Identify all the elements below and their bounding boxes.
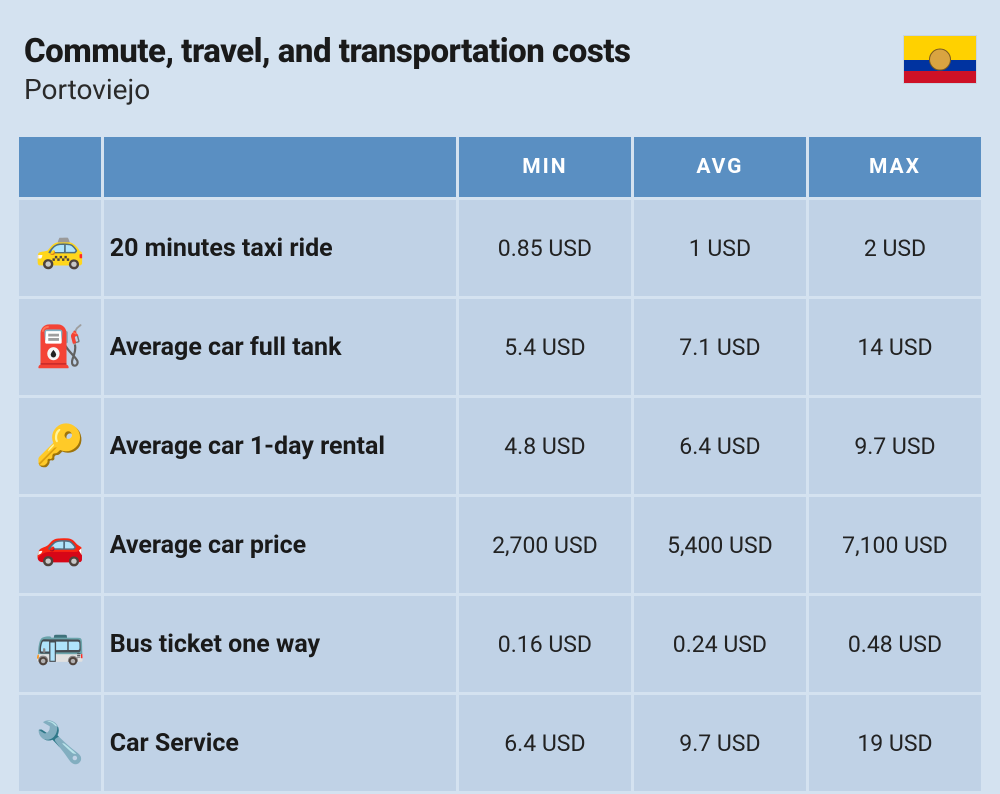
row-max: 0.48 USD xyxy=(809,596,981,692)
row-min: 2,700 USD xyxy=(459,497,631,593)
row-avg: 6.4 USD xyxy=(634,398,806,494)
col-max: MAX xyxy=(809,137,981,197)
table-row: 🚕 20 minutes taxi ride 0.85 USD 1 USD 2 … xyxy=(19,200,981,296)
row-label: Car Service xyxy=(104,695,456,791)
flag-icon xyxy=(904,36,976,83)
costs-table: MIN AVG MAX 🚕 20 minutes taxi ride 0.85 … xyxy=(16,134,984,794)
table-row: 🔑 Average car 1-day rental 4.8 USD 6.4 U… xyxy=(19,398,981,494)
row-max: 19 USD xyxy=(809,695,981,791)
page-container: Commute, travel, and transportation cost… xyxy=(0,0,1000,794)
row-max: 2 USD xyxy=(809,200,981,296)
table-row: ⛽ Average car full tank 5.4 USD 7.1 USD … xyxy=(19,299,981,395)
table-row: 🚌 Bus ticket one way 0.16 USD 0.24 USD 0… xyxy=(19,596,981,692)
header: Commute, travel, and transportation cost… xyxy=(16,32,984,106)
row-icon: 🚌 xyxy=(19,596,101,692)
row-avg: 0.24 USD xyxy=(634,596,806,692)
row-max: 14 USD xyxy=(809,299,981,395)
col-blank-icon xyxy=(19,137,101,197)
row-label: 20 minutes taxi ride xyxy=(104,200,456,296)
row-min: 0.85 USD xyxy=(459,200,631,296)
row-max: 7,100 USD xyxy=(809,497,981,593)
row-avg: 1 USD xyxy=(634,200,806,296)
row-min: 5.4 USD xyxy=(459,299,631,395)
col-min: MIN xyxy=(459,137,631,197)
row-icon: 🔧 xyxy=(19,695,101,791)
col-blank-label xyxy=(104,137,456,197)
table-header-row: MIN AVG MAX xyxy=(19,137,981,197)
row-icon: ⛽ xyxy=(19,299,101,395)
row-label: Average car price xyxy=(104,497,456,593)
row-avg: 5,400 USD xyxy=(634,497,806,593)
row-icon: 🔑 xyxy=(19,398,101,494)
row-min: 0.16 USD xyxy=(459,596,631,692)
row-label: Average car 1-day rental xyxy=(104,398,456,494)
row-label: Bus ticket one way xyxy=(104,596,456,692)
row-avg: 7.1 USD xyxy=(634,299,806,395)
table-row: 🔧 Car Service 6.4 USD 9.7 USD 19 USD xyxy=(19,695,981,791)
page-title: Commute, travel, and transportation cost… xyxy=(24,32,630,71)
col-avg: AVG xyxy=(634,137,806,197)
row-icon: 🚗 xyxy=(19,497,101,593)
table-body: 🚕 20 minutes taxi ride 0.85 USD 1 USD 2 … xyxy=(19,200,981,791)
page-subtitle: Portoviejo xyxy=(24,73,630,106)
row-icon: 🚕 xyxy=(19,200,101,296)
row-label: Average car full tank xyxy=(104,299,456,395)
table-row: 🚗 Average car price 2,700 USD 5,400 USD … xyxy=(19,497,981,593)
titles: Commute, travel, and transportation cost… xyxy=(24,32,630,106)
row-avg: 9.7 USD xyxy=(634,695,806,791)
row-max: 9.7 USD xyxy=(809,398,981,494)
row-min: 4.8 USD xyxy=(459,398,631,494)
row-min: 6.4 USD xyxy=(459,695,631,791)
